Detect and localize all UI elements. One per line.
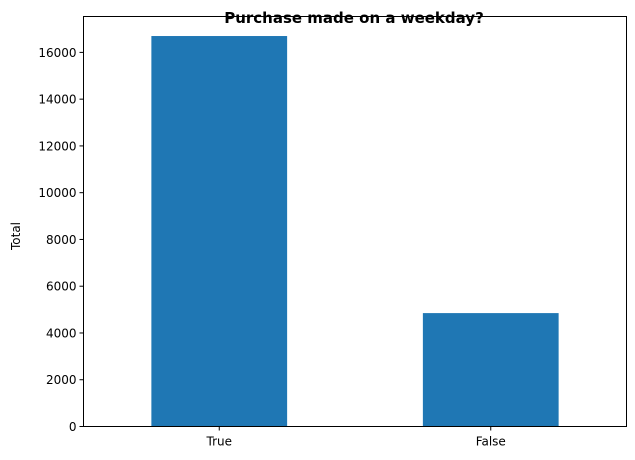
y-tick-label: 0 bbox=[69, 420, 77, 434]
y-tick-label: 12000 bbox=[38, 139, 76, 153]
y-tick-label: 14000 bbox=[38, 93, 76, 107]
y-tick-label: 10000 bbox=[38, 186, 76, 200]
y-tick-label: 4000 bbox=[46, 326, 77, 340]
y-axis: 0 2000 4000 6000 8000 10000 12000 14000 16000 bbox=[38, 46, 83, 434]
x-tick-label: False bbox=[476, 435, 506, 449]
x-axis: True False bbox=[206, 427, 506, 449]
y-tick-label: 2000 bbox=[46, 373, 77, 387]
bars-group bbox=[151, 36, 558, 426]
y-tick-label: 16000 bbox=[38, 46, 76, 60]
bar-false bbox=[423, 313, 559, 426]
y-axis-label: Total bbox=[9, 222, 23, 251]
y-tick-label: 6000 bbox=[46, 280, 77, 294]
bar-true bbox=[151, 36, 287, 426]
y-tick-label: 8000 bbox=[46, 233, 77, 247]
x-tick-label: True bbox=[206, 435, 233, 449]
chart-title: Purchase made on a weekday? bbox=[224, 9, 484, 27]
